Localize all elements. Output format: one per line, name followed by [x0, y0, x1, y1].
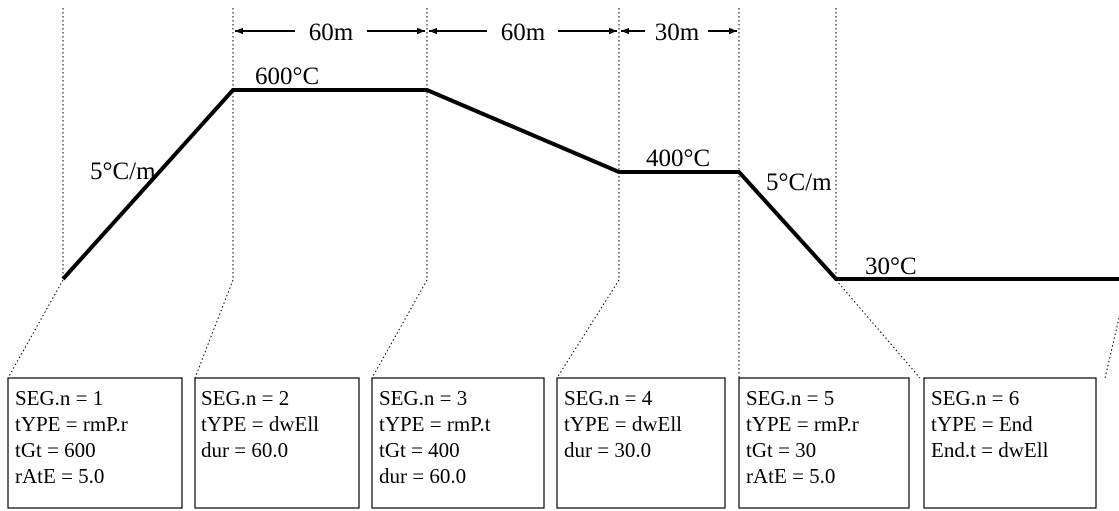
- temp-label-400: 400°C: [646, 145, 710, 172]
- vertical-guides: [62, 8, 837, 280]
- segment-1-line-2: tYPE = rmP.r: [15, 412, 128, 436]
- segment-4-line-3: dur = 30.0: [564, 438, 651, 462]
- segment-3-line-3: tGt = 400: [379, 438, 460, 462]
- rate-label-ramp-up: 5°C/m: [90, 158, 156, 185]
- connector-line-4: [556, 279, 620, 379]
- segment-5-line-1: SEG.n = 5: [746, 386, 834, 410]
- segment-1-line-3: tGt = 600: [15, 438, 96, 462]
- segment-1-line-1: SEG.n = 1: [15, 386, 103, 410]
- segment-6-line-2: tYPE = End: [931, 412, 1033, 436]
- segment-2-line-2: tYPE = dwEll: [201, 412, 319, 436]
- segment-2-line-3: dur = 60.0: [201, 438, 288, 462]
- duration-label-2: 60m: [501, 19, 546, 46]
- segment-3-line-2: tYPE = rmP.t: [379, 412, 491, 436]
- connector-line-6: [835, 279, 921, 379]
- segment-box-3: SEG.n = 3 tYPE = rmP.t tGt = 400 dur = 6…: [371, 377, 545, 509]
- temp-label-30: 30°C: [865, 253, 917, 280]
- segment-5-line-2: tYPE = rmP.r: [746, 412, 859, 436]
- temp-label-600: 600°C: [255, 63, 319, 90]
- segment-5-line-4: rAtE = 5.0: [746, 464, 835, 488]
- segment-3-line-1: SEG.n = 3: [379, 386, 467, 410]
- segment-6-line-1: SEG.n = 6: [931, 386, 1019, 410]
- connector-line-1: [7, 279, 64, 379]
- connector-line-3: [371, 279, 428, 379]
- segment-box-5: SEG.n = 5 tYPE = rmP.r tGt = 30 rAtE = 5…: [738, 377, 910, 509]
- connector-line-2: [194, 279, 234, 379]
- segment-2-line-1: SEG.n = 2: [201, 386, 289, 410]
- duration-label-3: 30m: [655, 19, 700, 46]
- segment-1-line-4: rAtE = 5.0: [15, 464, 104, 488]
- segment-4-line-1: SEG.n = 4: [564, 386, 653, 410]
- segment-box-1: SEG.n = 1 tYPE = rmP.r tGt = 600 rAtE = …: [7, 377, 183, 509]
- duration-label-1: 60m: [309, 19, 354, 46]
- segment-4-line-2: tYPE = dwEll: [564, 412, 682, 436]
- rate-label-ramp-down: 5°C/m: [766, 169, 832, 196]
- segment-5-line-3: tGt = 30: [746, 438, 816, 462]
- connector-line-7: [1104, 317, 1119, 379]
- segment-3-line-4: dur = 60.0: [379, 464, 466, 488]
- temperature-profile-line: [61, 88, 1119, 281]
- connector-lines: [7, 279, 1119, 379]
- segment-box-4: SEG.n = 4 tYPE = dwEll dur = 30.0: [556, 377, 726, 509]
- segment-box-2: SEG.n = 2 tYPE = dwEll dur = 60.0: [194, 377, 360, 509]
- segment-box-6: SEG.n = 6 tYPE = End End.t = dwEll: [923, 377, 1097, 509]
- segment-6-line-3: End.t = dwEll: [931, 438, 1049, 462]
